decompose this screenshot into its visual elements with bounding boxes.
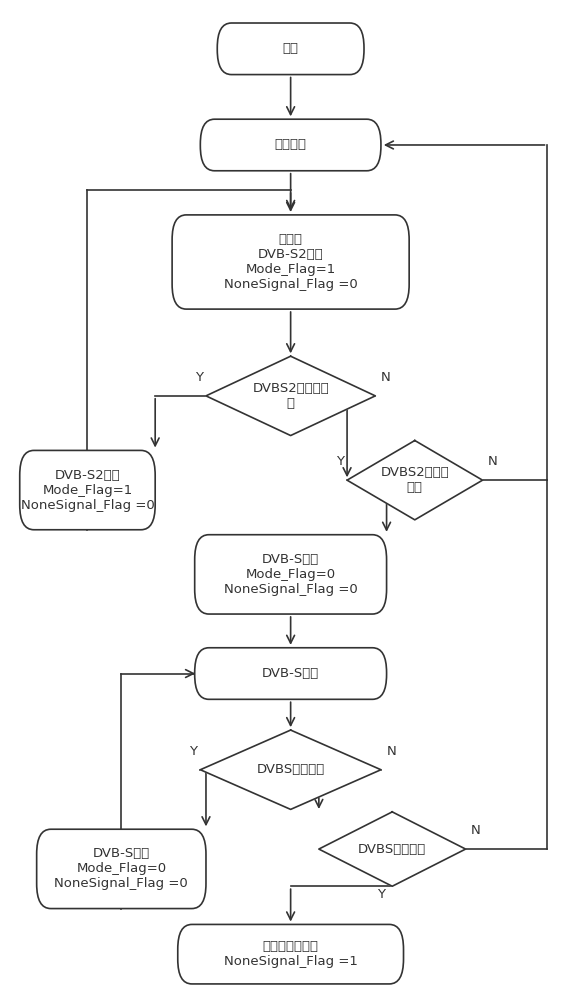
Text: Y: Y <box>195 371 203 384</box>
Polygon shape <box>347 440 482 520</box>
Polygon shape <box>206 356 375 436</box>
Text: DVB-S模式
Mode_Flag=0
NoneSignal_Flag =0: DVB-S模式 Mode_Flag=0 NoneSignal_Flag =0 <box>54 847 188 890</box>
FancyBboxPatch shape <box>37 829 206 909</box>
FancyBboxPatch shape <box>172 215 409 309</box>
Text: 初始化
DVB-S2模式
Mode_Flag=1
NoneSignal_Flag =0: 初始化 DVB-S2模式 Mode_Flag=1 NoneSignal_Flag… <box>224 233 358 291</box>
Polygon shape <box>200 730 381 809</box>
Text: 给出无信号标志
NoneSignal_Flag =1: 给出无信号标志 NoneSignal_Flag =1 <box>224 940 358 968</box>
Text: N: N <box>488 455 498 468</box>
FancyBboxPatch shape <box>200 119 381 171</box>
Polygon shape <box>319 812 466 886</box>
Text: Y: Y <box>377 888 385 901</box>
Text: Y: Y <box>189 745 197 758</box>
Text: N: N <box>387 745 396 758</box>
Text: 系统复位: 系统复位 <box>275 138 306 151</box>
FancyBboxPatch shape <box>178 924 403 984</box>
Text: 开始: 开始 <box>283 42 299 55</box>
Text: DVB-S模式
Mode_Flag=0
NoneSignal_Flag =0: DVB-S模式 Mode_Flag=0 NoneSignal_Flag =0 <box>224 553 358 596</box>
Text: DVBS2帧检测
超时: DVBS2帧检测 超时 <box>380 466 449 494</box>
Text: DVB-S译码: DVB-S译码 <box>262 667 319 680</box>
Text: Y: Y <box>336 455 344 468</box>
Text: N: N <box>381 371 391 384</box>
FancyBboxPatch shape <box>218 23 364 75</box>
FancyBboxPatch shape <box>194 535 387 614</box>
FancyBboxPatch shape <box>194 648 387 699</box>
Text: DVBS译码成功: DVBS译码成功 <box>257 763 325 776</box>
FancyBboxPatch shape <box>20 450 155 530</box>
Text: DVBS译码超时: DVBS译码超时 <box>358 843 426 856</box>
Text: DVB-S2模式
Mode_Flag=1
NoneSignal_Flag =0: DVB-S2模式 Mode_Flag=1 NoneSignal_Flag =0 <box>21 469 154 512</box>
Text: N: N <box>471 824 481 837</box>
Text: DVBS2帧检测成
功: DVBS2帧检测成 功 <box>252 382 329 410</box>
